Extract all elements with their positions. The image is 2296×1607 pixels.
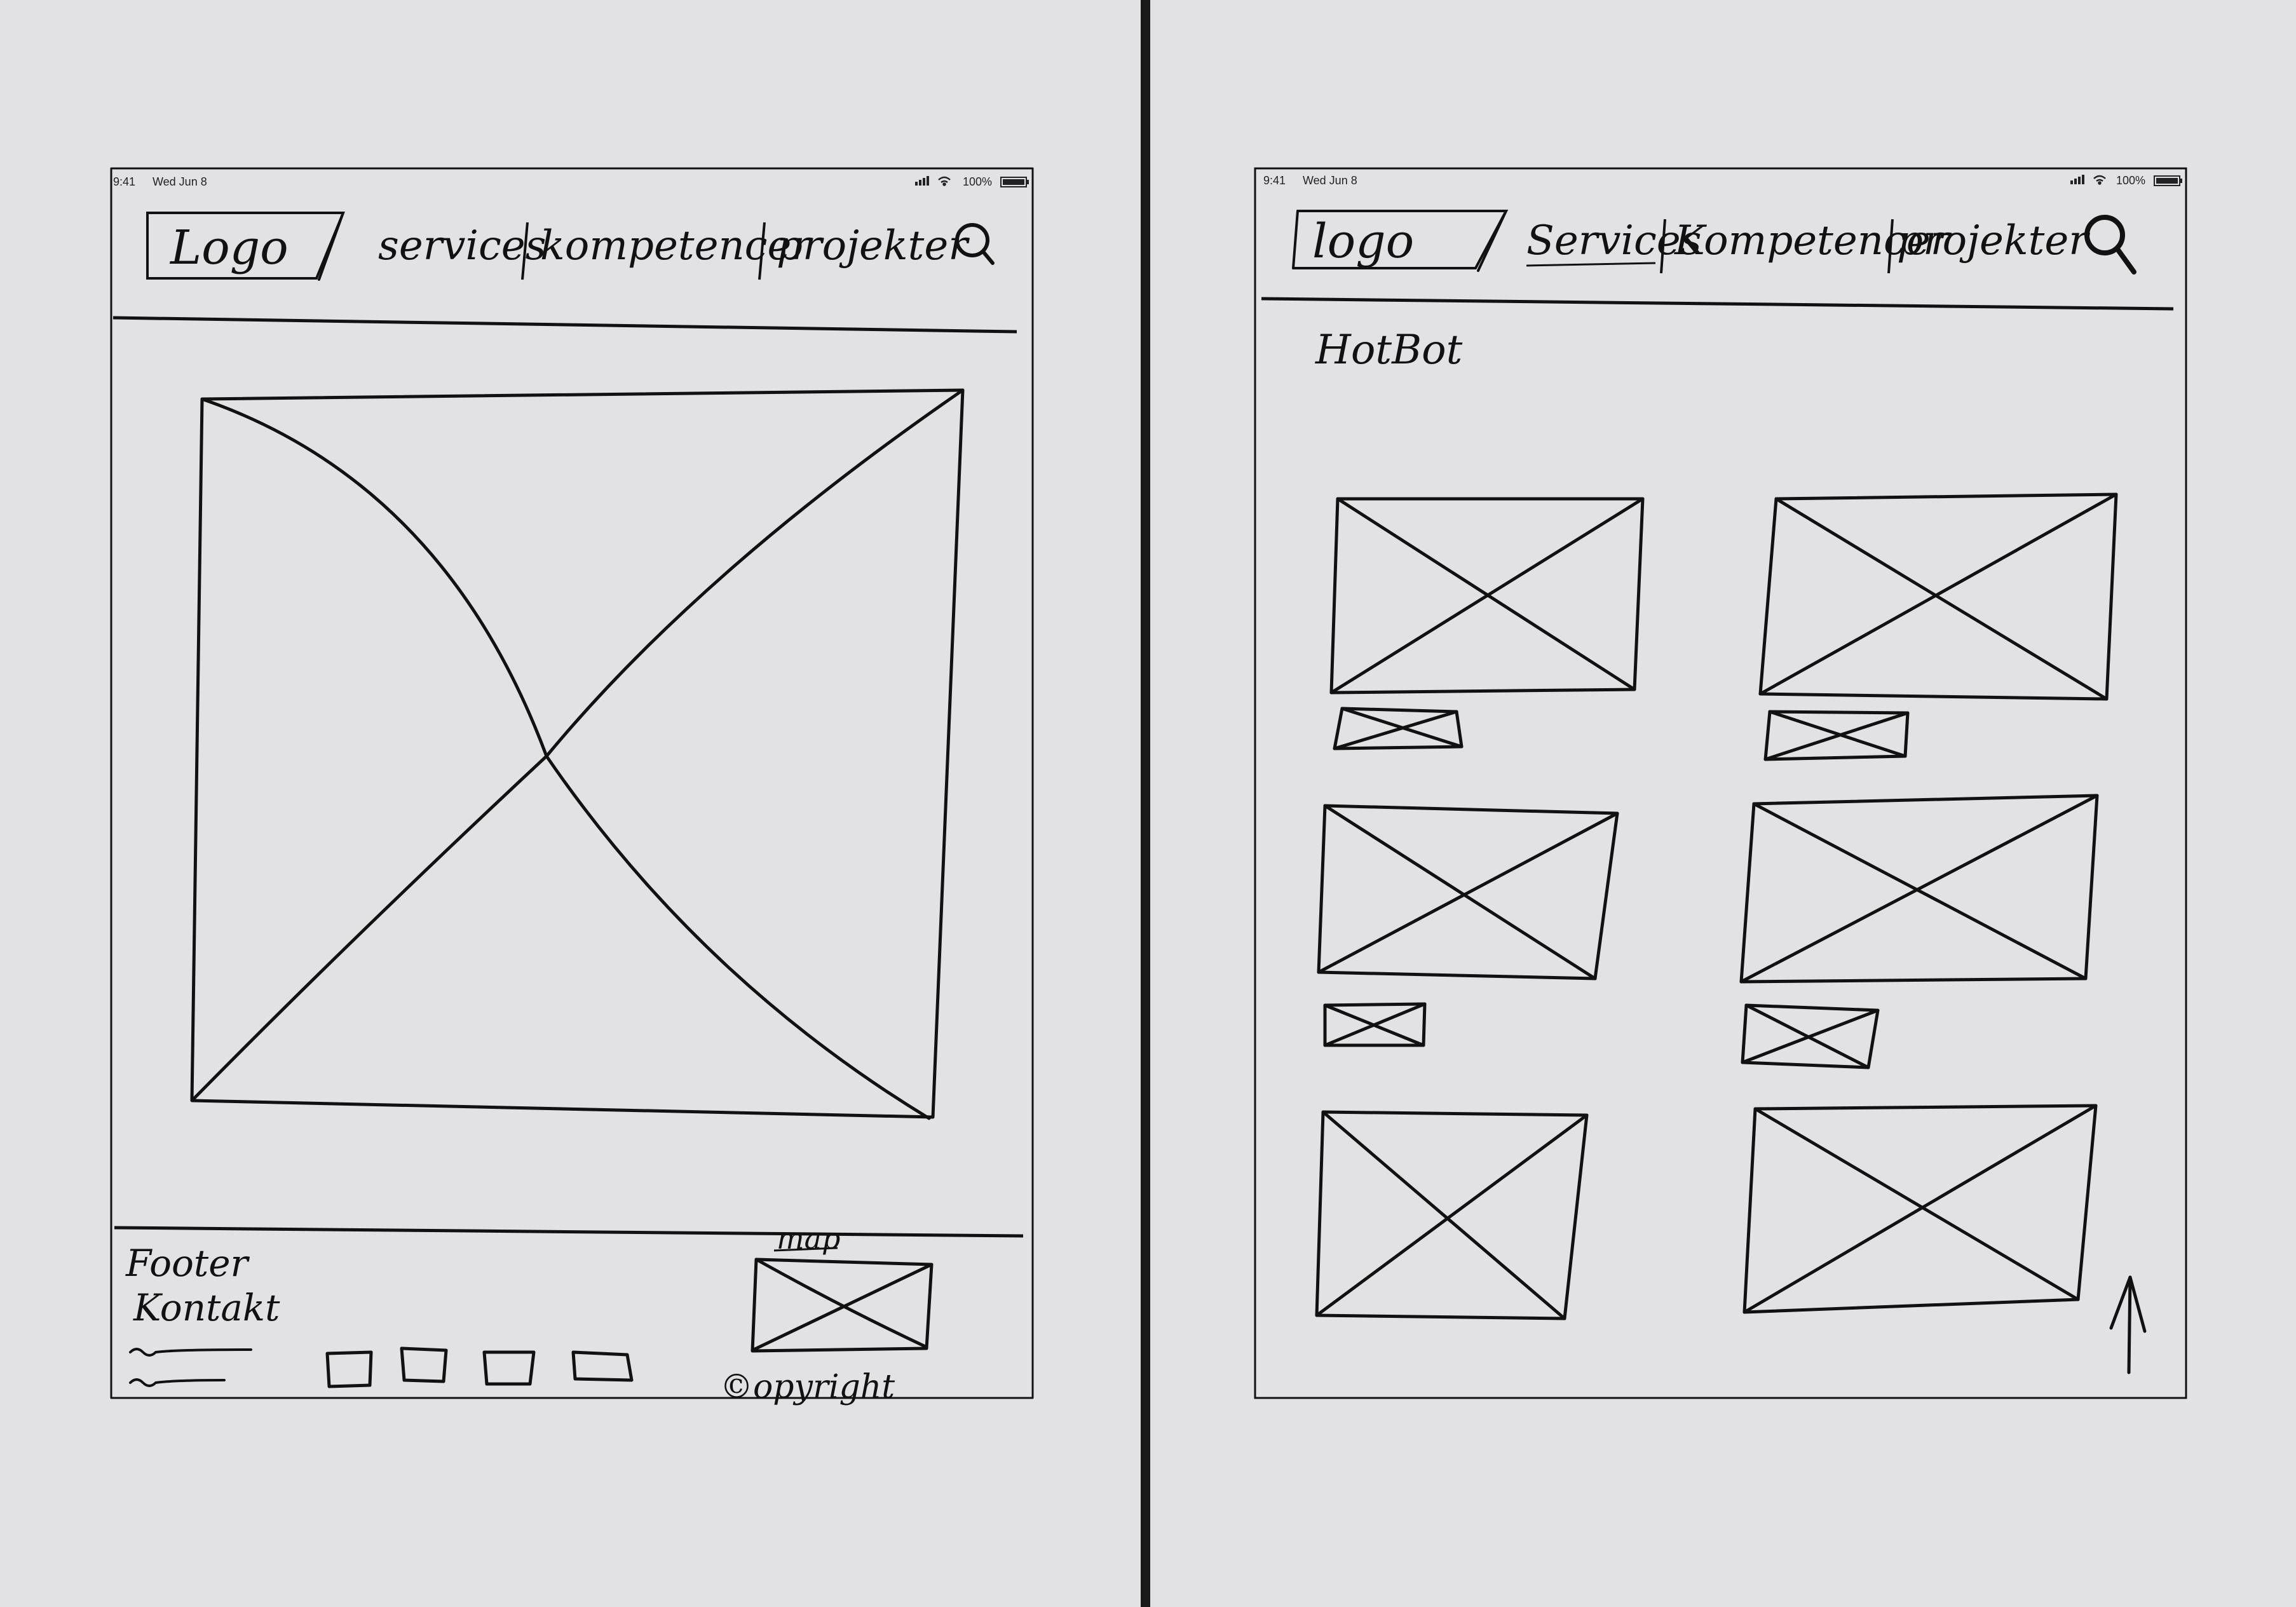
nav-services[interactable]: Services [1526,217,1702,264]
grid-card[interactable] [1329,497,1645,750]
status-time: 9:41 [113,175,135,188]
header-nav: logo Services Kompetencer projekter [1261,210,2174,311]
wifi-icon [2093,175,2106,185]
footer-title: Footer [125,1242,250,1285]
grid-card[interactable] [1758,492,2118,761]
social-icon[interactable] [400,1346,448,1383]
tablet-frame-left [110,167,1034,1399]
social-icon[interactable] [571,1350,634,1382]
logo[interactable] [146,212,345,281]
footer: Footer Kontakt map ©opyright [114,1221,1024,1406]
logo-label: Logo [169,220,289,275]
tablet-outline [1254,167,2187,1399]
status-bar: 9:41 Wed Jun 8 100% [113,175,1029,188]
battery-percent: 100% [2116,174,2145,187]
footer-divider [114,1226,1024,1238]
social-icons [325,1346,634,1388]
status-date: Wed Jun 8 [1303,174,1357,187]
product-grid [1315,492,2118,1320]
page-heading: HotBot [1315,327,1463,374]
social-icon[interactable] [325,1350,373,1388]
nav-divider [521,222,529,280]
header-divider [112,316,1017,334]
nav-divider [1887,219,1894,274]
nav-projekter[interactable]: projekter [777,222,970,269]
nav-kompetencer[interactable]: Kompetencer [1674,217,1952,264]
back-to-top-arrow-icon[interactable] [2109,1275,2147,1374]
nav-projekter[interactable]: projekter [1897,217,2090,264]
logo-box [146,212,345,280]
grid-card[interactable] [1742,1104,2098,1314]
signal-icon [2070,175,2084,184]
grid-card[interactable] [1739,794,2099,1069]
map-label-underline [773,1247,838,1252]
logo-label: logo [1312,214,1414,269]
status-bar: 9:41 Wed Jun 8 100% [1263,174,2182,187]
footer-contact: Kontakt [133,1286,280,1329]
grid-card[interactable] [1315,1110,1589,1320]
status-date: Wed Jun 8 [153,175,207,188]
header-divider [1261,297,2174,311]
paper-left [0,0,1141,1607]
tablet-outline [110,167,1034,1399]
nav-kompetencer[interactable]: kompetencer [540,222,813,269]
sheet-left [0,0,1141,1607]
nav-services-underline [1526,262,1656,267]
logo[interactable] [1292,210,1509,272]
status-time: 9:41 [1263,174,1286,187]
wifi-icon [938,176,951,186]
map-placeholder[interactable] [751,1258,934,1353]
nav-divider [758,222,766,280]
nav-services[interactable]: services [378,222,547,269]
social-icon[interactable] [482,1350,536,1386]
battery-icon [2154,175,2182,186]
search-icon[interactable] [955,223,995,265]
battery-percent: 100% [963,175,992,188]
nav-divider [1660,219,1666,274]
grid-card[interactable] [1317,804,1619,1047]
logo-box [1292,210,1509,269]
hero-image-placeholder [190,388,965,1120]
tablet-frame-right [1254,167,2187,1399]
sheet-divider [1141,0,1150,1607]
search-icon[interactable] [2084,215,2136,275]
signal-icon [915,176,929,186]
copyright: ©opyright [720,1368,895,1406]
contact-lines [129,1348,252,1387]
header-nav: Logo services kompetencer projekter [112,212,1017,334]
battery-icon [1000,177,1029,187]
